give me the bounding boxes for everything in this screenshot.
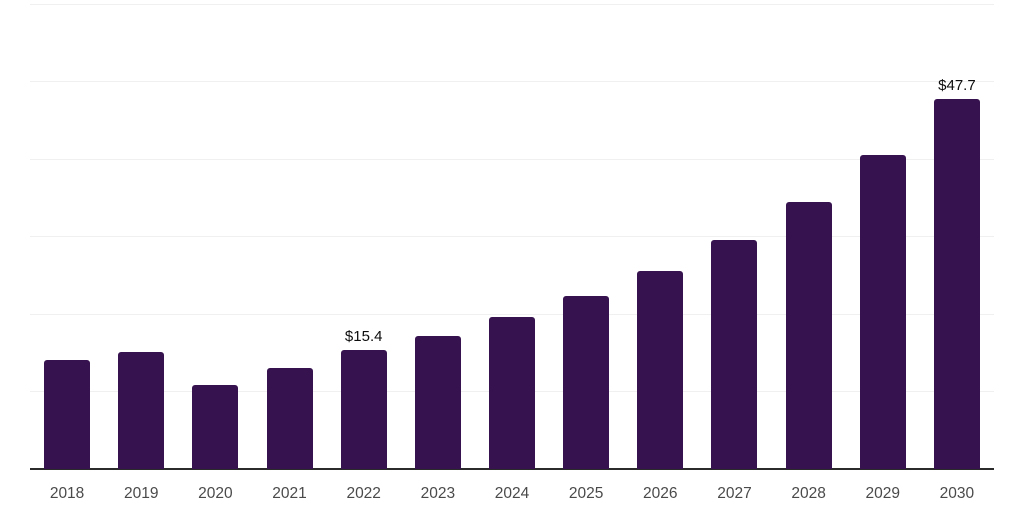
bar-2020 [192,384,239,469]
bar-2024 [489,317,535,469]
x-tick-label-2023: 2023 [420,485,456,502]
x-tick-label-2018: 2018 [49,485,85,502]
bar-2028 [785,202,832,469]
bar-2021 [266,368,313,469]
x-tick-label-2022: 2022 [346,485,381,502]
x-tick-label-2028: 2028 [791,485,826,502]
x-tick-label-2024: 2024 [494,485,530,502]
gridline-y20 [30,313,994,315]
x-tick-label-2021: 2021 [272,485,307,502]
data-label-2030: $47.7 [938,77,976,95]
x-tick-label-2025: 2025 [568,485,604,502]
bar-2027 [711,239,758,469]
bar-2022 [340,349,387,469]
x-tick-label-2027: 2027 [717,485,752,502]
x-axis-line [30,468,994,470]
gridline-y30 [30,236,994,237]
x-tick-label-2019: 2019 [123,485,159,502]
bar-2018 [44,359,91,469]
bar-2019 [118,351,165,469]
x-axis: 2018 2019 2020 2021 2022 2023 2024 2025 2026 2027… [30,485,994,505]
data-label-2022: $15.4 [344,327,383,345]
bar-2030 [933,99,980,469]
bar-2026 [637,270,684,469]
bar-2023 [414,335,461,469]
gridline-y60 [30,3,994,5]
plot-area: $15.4 $47.7 [30,3,994,470]
x-tick-label-2030: 2030 [939,485,975,502]
gridline-y50 [30,81,994,82]
bar-2029 [859,155,906,469]
x-tick-label-2029: 2029 [865,485,901,502]
x-tick-label-2020: 2020 [198,485,233,502]
x-tick-label-2026: 2026 [643,485,678,502]
bar-2025 [563,296,610,469]
gridline-y40 [30,158,994,160]
